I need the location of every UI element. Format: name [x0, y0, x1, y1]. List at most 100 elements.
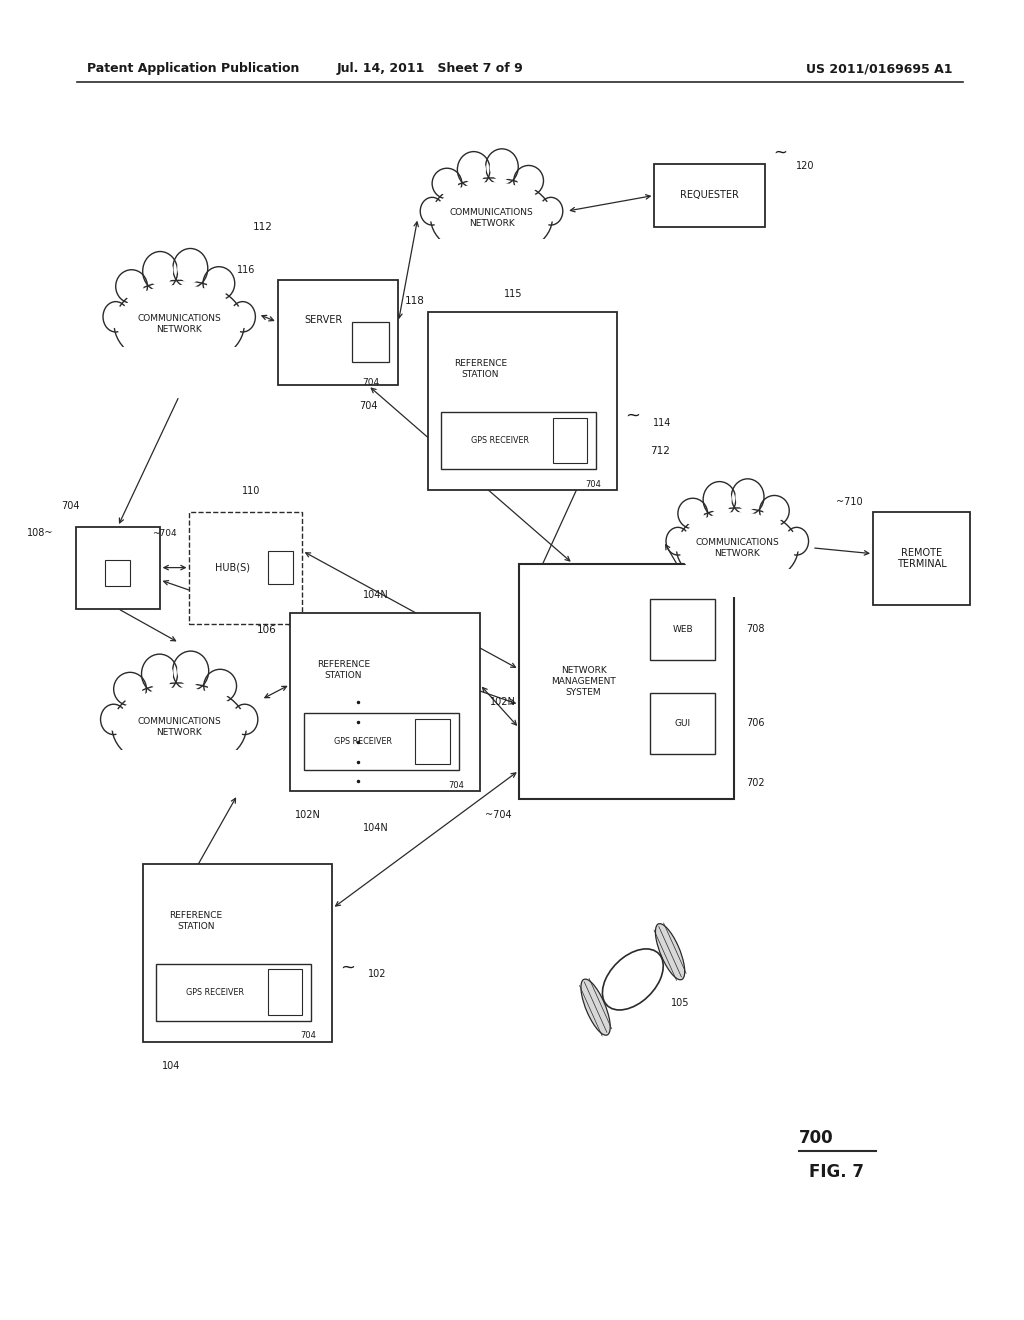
Ellipse shape — [514, 165, 544, 195]
Text: 704: 704 — [358, 401, 378, 412]
Text: NETWORK
MANAGEMENT
SYSTEM: NETWORK MANAGEMENT SYSTEM — [551, 665, 616, 697]
Ellipse shape — [581, 979, 610, 1035]
Ellipse shape — [731, 479, 764, 515]
Ellipse shape — [458, 152, 490, 187]
Text: REFERENCE
STATION: REFERENCE STATION — [454, 359, 507, 379]
Ellipse shape — [517, 169, 540, 193]
Text: US 2011/0169695 A1: US 2011/0169695 A1 — [806, 62, 952, 75]
FancyBboxPatch shape — [553, 417, 587, 463]
Text: 112: 112 — [253, 222, 273, 232]
Ellipse shape — [116, 688, 243, 767]
Text: 106: 106 — [256, 624, 276, 635]
Text: ~: ~ — [340, 958, 355, 977]
Ellipse shape — [147, 256, 173, 286]
Ellipse shape — [208, 673, 232, 698]
Text: ~: ~ — [773, 143, 787, 161]
Text: 102: 102 — [369, 969, 387, 979]
Text: 104N: 104N — [364, 822, 389, 833]
Ellipse shape — [120, 275, 143, 298]
Text: 704: 704 — [585, 479, 601, 488]
Ellipse shape — [735, 483, 760, 511]
Text: REMOTE
TERMINAL: REMOTE TERMINAL — [897, 548, 946, 569]
Ellipse shape — [763, 499, 785, 523]
FancyBboxPatch shape — [143, 863, 332, 1043]
Text: GUI: GUI — [675, 719, 690, 727]
Text: ~704: ~704 — [153, 529, 177, 539]
Text: COMMUNICATIONS
NETWORK: COMMUNICATIONS NETWORK — [137, 314, 221, 334]
Text: 105: 105 — [671, 998, 689, 1008]
Ellipse shape — [141, 655, 177, 693]
Ellipse shape — [703, 482, 736, 517]
Text: 104: 104 — [162, 1061, 180, 1071]
Text: REQUESTER: REQUESTER — [680, 190, 739, 201]
Bar — [678, 569, 797, 597]
Ellipse shape — [173, 651, 209, 690]
Ellipse shape — [118, 677, 142, 701]
Ellipse shape — [103, 708, 124, 731]
Text: GPS RECEIVER: GPS RECEIVER — [186, 987, 244, 997]
Text: HUB: HUB — [108, 562, 128, 573]
FancyBboxPatch shape — [352, 322, 389, 362]
Text: 115: 115 — [504, 289, 522, 300]
Text: 712: 712 — [650, 446, 671, 457]
Ellipse shape — [100, 705, 127, 734]
Text: 706: 706 — [746, 718, 765, 729]
FancyBboxPatch shape — [440, 412, 596, 469]
Ellipse shape — [489, 153, 514, 181]
Text: REFERENCE
STATION: REFERENCE STATION — [169, 911, 222, 931]
Text: FIG. 7: FIG. 7 — [809, 1163, 864, 1181]
Ellipse shape — [655, 924, 685, 979]
Ellipse shape — [787, 531, 806, 552]
Ellipse shape — [423, 201, 441, 222]
Ellipse shape — [431, 178, 552, 259]
Text: COMMUNICATIONS
NETWORK: COMMUNICATIONS NETWORK — [695, 539, 779, 558]
Text: COMMUNICATIONS
NETWORK: COMMUNICATIONS NETWORK — [137, 717, 221, 737]
Ellipse shape — [142, 252, 177, 290]
Ellipse shape — [103, 302, 128, 333]
Ellipse shape — [678, 498, 708, 529]
FancyBboxPatch shape — [872, 512, 971, 605]
Ellipse shape — [204, 669, 237, 702]
Text: 114: 114 — [653, 417, 671, 428]
Text: GPS RECEIVER: GPS RECEIVER — [471, 436, 528, 445]
Text: 102N: 102N — [295, 809, 322, 820]
Text: ~: ~ — [625, 407, 640, 425]
FancyBboxPatch shape — [268, 550, 293, 585]
Ellipse shape — [602, 949, 664, 1010]
Ellipse shape — [146, 659, 173, 689]
FancyBboxPatch shape — [268, 969, 302, 1015]
Ellipse shape — [677, 508, 798, 589]
Ellipse shape — [679, 512, 796, 585]
Ellipse shape — [760, 495, 790, 525]
Text: 700: 700 — [799, 1129, 834, 1147]
Ellipse shape — [234, 708, 255, 731]
FancyBboxPatch shape — [654, 164, 765, 227]
Ellipse shape — [708, 486, 732, 513]
Text: COMMUNICATIONS
NETWORK: COMMUNICATIONS NETWORK — [450, 209, 534, 228]
Ellipse shape — [114, 672, 146, 706]
Ellipse shape — [116, 269, 147, 304]
FancyBboxPatch shape — [303, 713, 459, 770]
Ellipse shape — [784, 528, 809, 556]
Ellipse shape — [231, 705, 258, 734]
Text: 120: 120 — [796, 161, 814, 172]
Ellipse shape — [433, 182, 550, 255]
FancyBboxPatch shape — [291, 612, 479, 791]
Text: ~710: ~710 — [836, 496, 862, 507]
Text: Jul. 14, 2011   Sheet 7 of 9: Jul. 14, 2011 Sheet 7 of 9 — [337, 62, 523, 75]
Ellipse shape — [462, 156, 486, 183]
Ellipse shape — [669, 531, 687, 552]
Ellipse shape — [207, 271, 230, 296]
Text: 104N: 104N — [362, 590, 388, 599]
Ellipse shape — [177, 656, 204, 685]
Ellipse shape — [203, 267, 234, 300]
Text: 702: 702 — [746, 777, 765, 788]
FancyBboxPatch shape — [428, 313, 616, 491]
Ellipse shape — [118, 285, 241, 364]
Ellipse shape — [420, 198, 444, 224]
Ellipse shape — [114, 280, 245, 368]
Ellipse shape — [539, 198, 563, 224]
FancyBboxPatch shape — [189, 512, 302, 624]
Ellipse shape — [230, 302, 255, 333]
Text: GPS RECEIVER: GPS RECEIVER — [334, 737, 391, 746]
